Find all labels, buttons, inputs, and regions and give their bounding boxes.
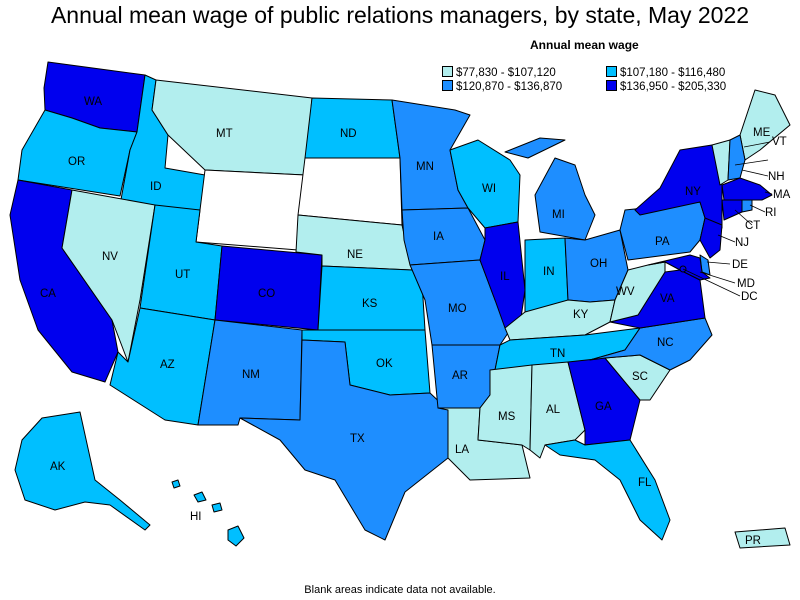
state-WY[interactable] <box>195 169 306 251</box>
state-MA[interactable] <box>721 177 773 201</box>
legend-swatch <box>442 66 453 78</box>
state-SD[interactable] <box>297 157 403 226</box>
svg-text:ND: ND <box>340 128 357 140</box>
state-NC[interactable]: NC <box>589 317 713 371</box>
svg-text:OK: OK <box>376 358 393 370</box>
svg-text:NV: NV <box>102 251 118 263</box>
state-WI[interactable]: WI <box>449 139 521 229</box>
footnote: Blank areas indicate data not available. <box>304 584 496 596</box>
legend-item: $120,870 - $136,870 <box>442 80 562 94</box>
state-NH[interactable] <box>727 134 746 181</box>
svg-text:SC: SC <box>632 371 648 383</box>
svg-text:ME: ME <box>753 127 771 139</box>
svg-text:MI: MI <box>552 209 565 221</box>
svg-text:NC: NC <box>657 337 674 349</box>
legend-label: $120,870 - $136,870 <box>456 81 563 93</box>
svg-text:TN: TN <box>550 348 565 360</box>
svg-text:OR: OR <box>68 156 85 168</box>
svg-text:OH: OH <box>590 258 607 270</box>
legend-item: $136,950 - $205,330 <box>606 80 726 94</box>
svg-text:GA: GA <box>595 401 612 413</box>
svg-text:FL: FL <box>638 477 652 489</box>
svg-text:PR: PR <box>745 535 761 547</box>
state-CT[interactable] <box>721 199 743 221</box>
state-MO[interactable]: MO <box>409 259 511 346</box>
svg-text:MO: MO <box>448 303 467 315</box>
state-ME[interactable]: ME <box>739 89 791 161</box>
state-MD[interactable] <box>647 254 711 281</box>
svg-text:LA: LA <box>455 444 469 456</box>
state-PR[interactable]: PR <box>734 527 791 549</box>
legend-swatch <box>606 66 617 78</box>
svg-text:VA: VA <box>660 293 675 305</box>
legend-label: $77,830 - $107,120 <box>456 67 556 79</box>
svg-text:TX: TX <box>350 433 365 445</box>
state-KS[interactable]: KS <box>317 265 426 331</box>
state-CO[interactable]: CO <box>214 245 323 331</box>
state-AK[interactable]: AK <box>14 411 151 531</box>
svg-text:PA: PA <box>655 236 670 248</box>
label-DC: DC <box>741 291 758 303</box>
legend-label: $107,180 - $116,480 <box>620 67 726 79</box>
state-CA[interactable]: CA <box>9 179 119 383</box>
legend-swatch <box>442 80 453 92</box>
svg-text:IL: IL <box>500 271 510 283</box>
svg-text:KY: KY <box>573 309 589 321</box>
svg-text:MS: MS <box>498 411 516 423</box>
map-title: Annual mean wage of public relations man… <box>50 2 750 28</box>
svg-text:CA: CA <box>40 288 56 300</box>
svg-text:NM: NM <box>242 369 260 381</box>
svg-text:AR: AR <box>452 370 468 382</box>
label-CT: CT <box>745 220 760 232</box>
state-WV[interactable]: WV <box>609 261 666 323</box>
state-NM[interactable]: NM <box>197 319 303 426</box>
legend-title: Annual mean wage <box>530 38 639 52</box>
label-DE: DE <box>732 259 748 271</box>
state-NY[interactable]: NY <box>634 144 723 229</box>
svg-text:HI: HI <box>190 511 202 523</box>
svg-text:UT: UT <box>175 269 190 281</box>
state-IN[interactable]: IN <box>524 237 569 313</box>
svg-text:MN: MN <box>416 161 434 173</box>
state-TX[interactable]: TX <box>239 339 449 541</box>
label-NJ: NJ <box>735 237 749 249</box>
svg-text:AK: AK <box>50 461 66 473</box>
label-VT: VT <box>772 136 787 148</box>
svg-text:IA: IA <box>433 231 444 243</box>
state-MN[interactable]: MN <box>391 99 471 211</box>
legend-item: $107,180 - $116,480 <box>606 66 725 80</box>
svg-text:WV: WV <box>616 286 635 298</box>
legend-label: $136,950 - $205,330 <box>620 81 727 93</box>
state-AR[interactable]: AR <box>431 344 501 409</box>
svg-text:CO: CO <box>258 288 275 300</box>
svg-text:NE: NE <box>347 249 363 261</box>
svg-text:IN: IN <box>543 266 555 278</box>
state-NJ[interactable] <box>699 217 723 259</box>
svg-text:AZ: AZ <box>160 359 175 371</box>
state-FL[interactable]: FL <box>544 439 671 541</box>
svg-text:MT: MT <box>216 128 233 140</box>
label-NH: NH <box>768 171 785 183</box>
state-MI[interactable]: MI <box>504 137 596 241</box>
svg-text:ID: ID <box>150 181 162 193</box>
label-MA: MA <box>773 189 791 201</box>
svg-text:WA: WA <box>84 96 102 108</box>
state-RI[interactable] <box>741 199 753 213</box>
callout-labels <box>682 141 773 297</box>
label-RI: RI <box>765 207 777 219</box>
state-ND[interactable]: ND <box>304 97 401 159</box>
svg-text:KS: KS <box>362 298 378 310</box>
legend-item: $77,830 - $107,120 <box>442 66 556 80</box>
state-PA[interactable]: PA <box>619 201 706 261</box>
legend-swatch <box>606 80 617 92</box>
label-MD: MD <box>737 278 755 290</box>
svg-text:WI: WI <box>482 183 496 195</box>
svg-text:NY: NY <box>685 186 701 198</box>
state-HI[interactable]: HI <box>171 479 245 547</box>
svg-text:AL: AL <box>546 404 561 416</box>
state-MT[interactable]: MT <box>151 79 313 176</box>
state-IA[interactable]: IA <box>401 207 486 266</box>
